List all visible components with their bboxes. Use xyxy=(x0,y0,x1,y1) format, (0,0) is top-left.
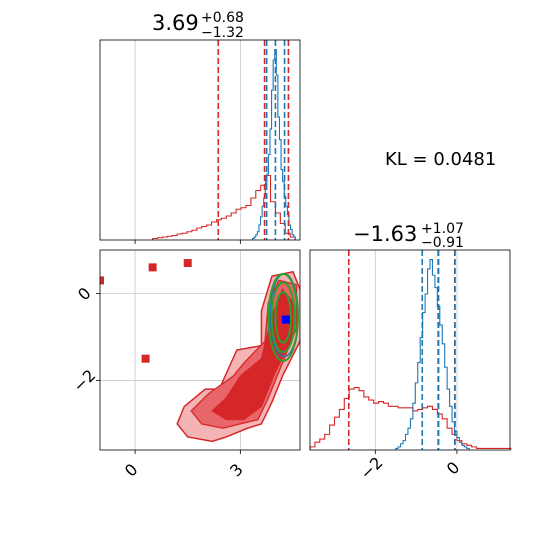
histogram-panel-param1-frame xyxy=(99,39,301,241)
histogram-param1-title-sup: +0.68 xyxy=(201,10,244,26)
joint-contour-panel: 0 3 0 −2 xyxy=(69,249,301,481)
histogram-param2-series xyxy=(309,250,512,450)
histogram-panel-param2-background xyxy=(310,250,510,450)
x-tick-label-0: −2 xyxy=(356,453,386,483)
joint-contour-panel-frame xyxy=(99,249,301,451)
red-histogram-series-0 xyxy=(309,386,512,450)
blue-histogram-series-1 xyxy=(395,258,470,450)
kl-divergence-label: KL = 0.0481 xyxy=(385,149,496,170)
red-marker-2 xyxy=(183,259,192,268)
red-marker-6 xyxy=(278,328,287,337)
green-contour-ellipse-1 xyxy=(270,281,296,354)
histogram-param2-title-sub: −0.91 xyxy=(421,235,464,251)
histogram-param2-title: −1.63 +1.07 −0.91 xyxy=(353,221,464,251)
histogram-param2-title-main: −1.63 xyxy=(353,222,417,246)
histogram-param1-grid xyxy=(134,40,241,240)
histogram-param1-title: 3.69 +0.68 −1.32 xyxy=(152,10,244,41)
red-marker-0 xyxy=(100,276,104,285)
histogram-param1-title-sub: −1.32 xyxy=(201,25,244,41)
red-marker-1 xyxy=(148,263,157,272)
histogram-panel-param1: 3.69 +0.68 −1.32 xyxy=(99,10,301,244)
histogram-param1-series xyxy=(152,40,296,240)
x-tick-label-1: 0 xyxy=(443,458,464,479)
joint-y-tick-label-0: 0 xyxy=(74,284,95,305)
joint-x-tick-label-1: 3 xyxy=(226,460,247,481)
histogram-param2-grid xyxy=(374,250,458,450)
histogram-param1-title-main: 3.69 xyxy=(152,11,199,35)
histogram-param2-title-sup: +1.07 xyxy=(421,221,464,237)
red-histogram-series-0 xyxy=(152,174,296,240)
blue-marker-0 xyxy=(281,315,290,324)
green-contour-ellipse-2 xyxy=(274,291,292,344)
red-marker-3 xyxy=(141,354,150,363)
joint-y-tick-label-1: −2 xyxy=(69,366,99,396)
joint-x-tick-label-0: 0 xyxy=(121,460,142,481)
green-contour-ellipse-0 xyxy=(267,272,299,362)
histogram-panel-param2-frame xyxy=(309,249,511,451)
histogram-param1-ticks xyxy=(134,240,241,244)
histogram-param2-ticks: −2 0 xyxy=(356,450,463,483)
red-marker-4 xyxy=(225,402,234,411)
histogram-panel-param2: −2 0 −1.63 +1.07 −0.91 xyxy=(309,221,512,483)
red-marker-5 xyxy=(236,389,245,398)
joint-contour-data xyxy=(100,259,300,443)
